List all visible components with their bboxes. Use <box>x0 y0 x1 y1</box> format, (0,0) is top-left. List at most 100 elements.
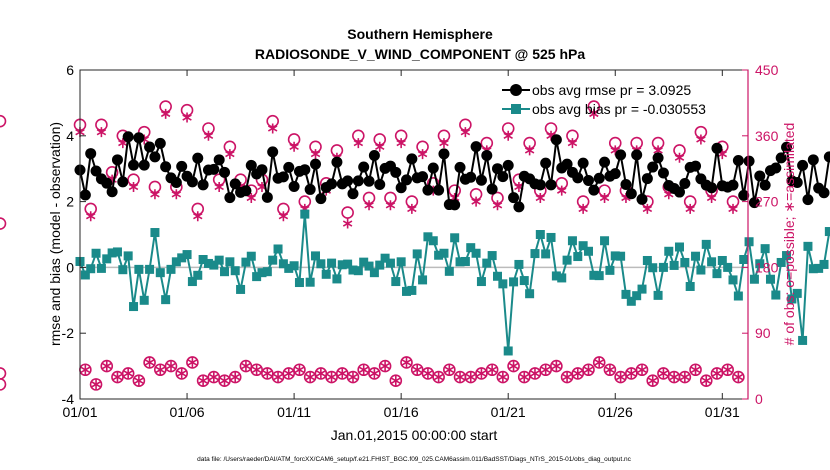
obs-assimilated-point <box>262 368 273 379</box>
bias-point <box>107 248 117 258</box>
plot-area: -4 -2 0 2 4 6 0 90 180 270 360 450 01/01 01/06 01/11… <box>0 62 830 420</box>
rmse-point <box>797 159 809 171</box>
bias-point <box>471 248 481 258</box>
bias-point <box>578 241 588 251</box>
bias-point <box>300 209 310 219</box>
bias-point <box>487 251 497 261</box>
obs-possible-point <box>143 356 156 369</box>
bias-point <box>380 253 390 263</box>
obs-possible-point <box>614 370 627 384</box>
obs-assimilated-point <box>230 372 240 383</box>
bias-point <box>273 244 283 254</box>
obs-possible-point <box>0 217 7 230</box>
rmse-point <box>652 152 664 164</box>
obs-possible-point <box>341 206 354 219</box>
rmse-point <box>219 166 231 178</box>
obs-assimilated-point <box>696 134 706 145</box>
bias-point <box>814 263 824 273</box>
rmse-point <box>481 150 493 162</box>
bias-point <box>712 269 722 279</box>
rmse-point <box>106 186 118 198</box>
bias-point <box>439 248 449 258</box>
rmse-point <box>277 171 289 183</box>
obs-assimilated-point <box>562 372 572 383</box>
obs-possible-point <box>389 374 403 388</box>
obs-possible-point <box>368 367 381 380</box>
bias-point <box>337 260 347 270</box>
obs-assimilated-point <box>658 368 669 379</box>
rmse-point <box>192 152 204 164</box>
bias-point <box>792 288 802 298</box>
left-tick-label: 2 <box>66 194 74 210</box>
rmse-point <box>186 176 198 188</box>
obs-assimilated-point <box>706 192 717 203</box>
obs-possible-point <box>443 363 456 377</box>
right-tick-label: 180 <box>755 259 779 275</box>
obs-assimilated-point <box>155 364 166 375</box>
bias-point <box>749 274 759 284</box>
bias-point <box>450 233 460 243</box>
obs-possible-point <box>496 370 510 384</box>
bias-point <box>771 290 781 300</box>
obs-assimilated-point <box>182 112 192 123</box>
obs-assimilated-point <box>476 368 487 379</box>
bias-point <box>685 281 695 291</box>
bias-point <box>236 284 246 294</box>
obs-assimilated-point <box>391 375 401 386</box>
bias-point <box>327 258 337 268</box>
bias-point <box>161 295 171 305</box>
rmse-point <box>781 141 793 153</box>
bias-point <box>246 251 256 261</box>
rmse-point <box>572 172 584 184</box>
rmse-point <box>818 187 830 199</box>
bias-point <box>177 253 187 263</box>
rmse-point <box>342 175 354 187</box>
bias-point <box>530 249 540 259</box>
bias-point <box>701 239 711 249</box>
bias-point <box>466 243 476 253</box>
obs-possible-point <box>475 367 488 380</box>
obs-assimilated-point <box>219 375 230 386</box>
obs-possible-point <box>485 363 499 377</box>
bias-point <box>166 264 176 274</box>
bias-point <box>546 232 556 242</box>
rmse-point <box>288 180 300 192</box>
obs-assimilated-point <box>160 108 171 119</box>
obs-assimilated-point <box>112 372 123 383</box>
bias-point <box>519 276 529 286</box>
rmse-point <box>802 194 814 206</box>
bias-point <box>610 251 620 261</box>
rmse-point <box>304 183 316 195</box>
obs-assimilated-point <box>722 364 733 375</box>
obs-assimilated-point <box>273 372 283 383</box>
obs-assimilated-point <box>401 357 412 368</box>
rmse-point <box>406 153 418 165</box>
chart-title: Southern Hemisphere <box>347 26 493 42</box>
obs-assimilated-point <box>369 368 380 379</box>
obs-assimilated-point <box>85 211 96 222</box>
obs-possible-point <box>721 363 734 377</box>
rmse-point <box>609 168 621 180</box>
obs-assimilated-point <box>460 127 471 138</box>
bias-point <box>460 256 470 266</box>
bias-point <box>621 289 631 299</box>
obs-assimilated-point <box>519 372 529 383</box>
rmse-point <box>588 184 600 196</box>
obs-possible-point <box>282 367 296 380</box>
obs-assimilated-point <box>647 375 658 386</box>
bias-point <box>230 266 240 276</box>
bias-point <box>102 254 112 264</box>
obs-assimilated-point <box>407 203 417 214</box>
rmse-point <box>368 150 380 162</box>
x-axis-label: Jan.01,2015 00:00:00 start <box>331 427 498 443</box>
rmse-point <box>577 157 589 169</box>
left-tick-label: -2 <box>62 325 75 341</box>
obs-possible-point <box>261 367 274 380</box>
bias-point <box>691 251 701 261</box>
obs-possible-point <box>432 370 445 384</box>
obs-possible-point <box>303 370 317 384</box>
obs-assimilated-point <box>353 138 364 149</box>
obs-assimilated-point <box>203 130 214 141</box>
bias-point <box>364 261 374 271</box>
